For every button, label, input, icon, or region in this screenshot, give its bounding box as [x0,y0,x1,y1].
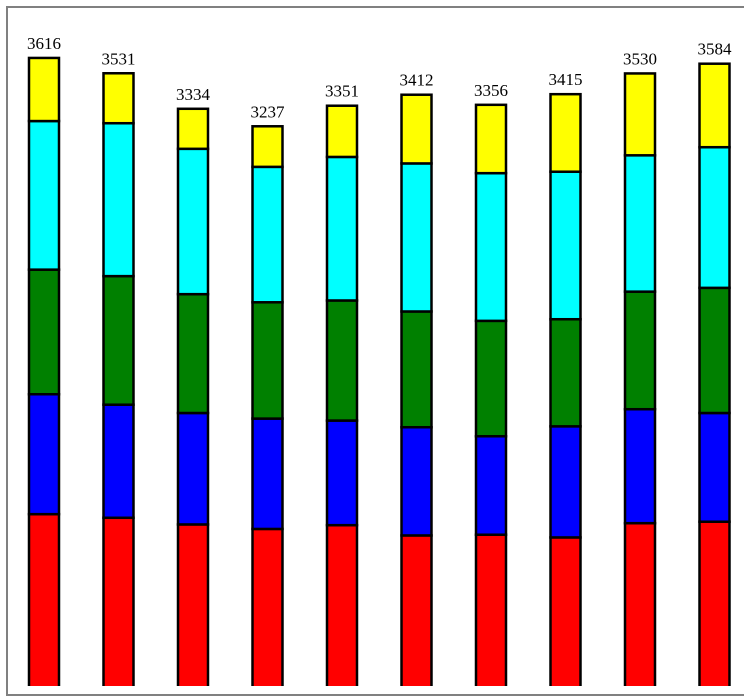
bar-segment-1-series-1 [27,512,61,686]
bar-segment-8-series-1 [549,536,582,686]
total-labels-layer: 3616 3531 3334 3237 3351 3412 3356 3415 3530 3584 [27,34,732,121]
bar-segment-4-series-4 [251,165,284,304]
bar-segment-2-series-4 [102,121,135,278]
bar-segment-3-series-4 [176,147,210,296]
bar-segment-9-series-4 [623,154,657,293]
bar-segment-4-series-1 [251,527,284,686]
bar-segment-10-series-2 [698,411,731,523]
bars-layer [27,56,731,686]
bar-segment-10-series-1 [698,520,731,686]
bar-segment-1-series-5 [27,56,61,123]
bar-segment-5-series-4 [325,155,359,302]
bar-segment-8-series-3 [549,317,582,428]
bar-segment-4-series-3 [251,301,284,420]
bar-segment-8-series-4 [549,170,582,321]
bar-segment-7-series-5 [474,103,508,175]
total-label-3: 3334 [176,85,211,104]
bar-segment-6-series-4 [400,162,433,313]
bar-segment-3-series-5 [176,107,210,151]
bar-segment-4-series-5 [251,125,284,169]
total-label-8: 3415 [549,70,583,89]
bar-segment-8-series-5 [549,92,582,173]
total-label-5: 3351 [325,82,359,101]
total-label-10: 3584 [698,40,733,59]
bar-segment-3-series-1 [176,523,210,686]
bar-segment-6-series-2 [400,425,433,537]
bar-segment-3-series-3 [176,292,210,415]
bar-segment-5-series-3 [325,299,359,422]
bar-segment-1-series-2 [27,392,61,516]
bar-segment-9-series-2 [623,407,657,525]
bar-segment-4-series-2 [251,417,284,531]
bar-segment-5-series-2 [325,419,359,527]
total-label-7: 3356 [474,81,508,100]
total-label-9: 3530 [623,49,657,68]
bar-segment-10-series-4 [698,145,731,290]
bar-segment-9-series-3 [623,290,657,411]
bar-segment-1-series-4 [27,119,61,271]
total-label-1: 3616 [27,34,61,53]
bar-segment-9-series-5 [623,72,657,157]
bar-segment-2-series-5 [102,72,135,125]
bar-segment-7-series-2 [474,435,508,536]
bar-segment-1-series-3 [27,268,61,396]
bar-segment-7-series-4 [474,171,508,323]
bar-segment-10-series-3 [698,286,731,415]
bar-segment-5-series-5 [325,104,359,159]
total-label-6: 3412 [400,71,434,90]
bar-segment-10-series-5 [698,62,731,149]
bar-segment-6-series-3 [400,310,433,429]
bar-segment-2-series-3 [102,274,135,406]
bar-segment-2-series-1 [102,516,135,686]
bar-segment-6-series-5 [400,93,433,165]
bar-segment-7-series-3 [474,319,508,438]
bar-segment-6-series-1 [400,534,433,686]
bar-segment-7-series-1 [474,533,508,686]
total-label-4: 3237 [251,102,286,121]
bar-segment-8-series-2 [549,425,582,539]
total-label-2: 3531 [102,49,136,68]
bar-segment-2-series-2 [102,403,135,520]
bar-segment-5-series-1 [325,523,359,686]
bar-segment-9-series-1 [623,521,657,686]
bar-segment-3-series-2 [176,411,210,526]
